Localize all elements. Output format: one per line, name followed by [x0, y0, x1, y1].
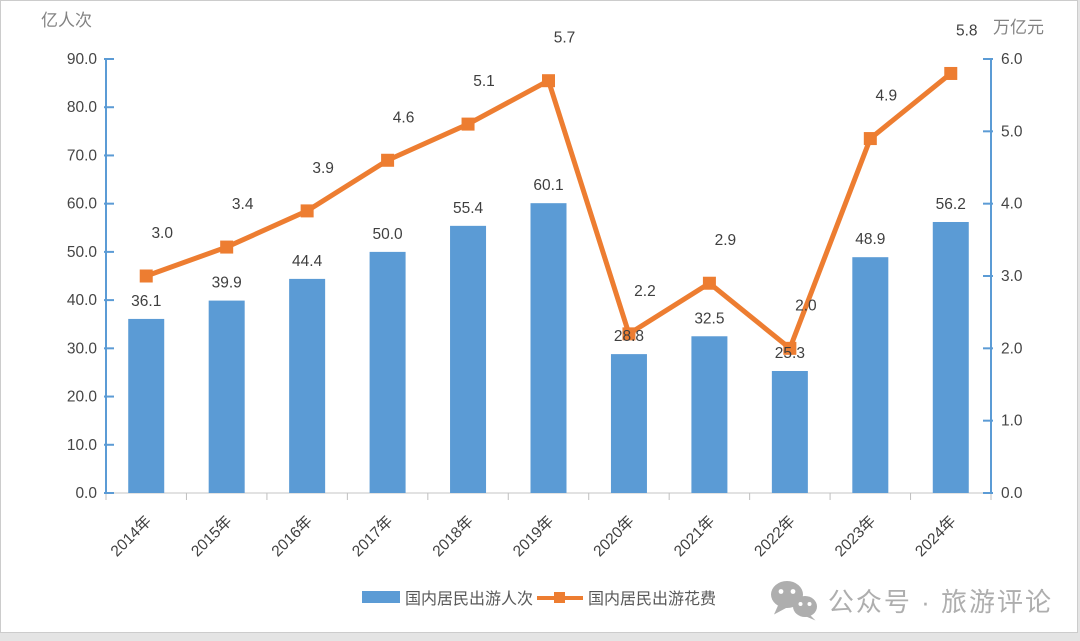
bar-2019年 — [530, 203, 567, 493]
x-axis-label-2024年: 2024年 — [912, 512, 960, 560]
bar-label-2017年: 50.0 — [373, 226, 404, 243]
line-label-2022年: 2.0 — [795, 297, 817, 314]
line-marker-2022年 — [783, 341, 797, 355]
left-axis-tick-label: 0.0 — [75, 485, 97, 502]
chart-legend: 国内居民出游人次 国内居民出游花费 — [1, 585, 1077, 609]
bar-label-2016年: 44.4 — [292, 253, 323, 270]
right-axis-tick-label: 1.0 — [1001, 413, 1023, 430]
right-axis-tick-label: 5.0 — [1001, 123, 1023, 140]
line-label-2014年: 3.0 — [151, 225, 173, 242]
x-axis-label-2015年: 2015年 — [187, 512, 235, 560]
right-axis-title: 万亿元 — [993, 18, 1044, 37]
line-marker-2023年 — [863, 132, 877, 146]
bar-2016年 — [289, 278, 326, 493]
x-axis-label-2022年: 2022年 — [751, 512, 799, 560]
line-marker-2017年 — [381, 153, 395, 167]
bar-label-2022年: 25.3 — [775, 345, 805, 362]
bar-2014年 — [128, 318, 165, 493]
bar-2018年 — [450, 225, 487, 494]
left-axis-tick-label: 20.0 — [67, 389, 98, 406]
bar-label-2015年: 39.9 — [212, 275, 242, 292]
wechat-icon — [770, 581, 817, 621]
bar-series-swatch — [361, 591, 400, 603]
line-marker-2018年 — [461, 117, 475, 131]
bar-label-2014年: 36.1 — [131, 293, 161, 310]
bar-2024年 — [932, 221, 969, 494]
watermark-text: 公众号 · 旅游评论 — [827, 586, 1053, 617]
right-axis-tick-label: 6.0 — [1001, 51, 1023, 68]
line-label-2016年: 3.9 — [312, 160, 334, 177]
x-axis-label-2017年: 2017年 — [348, 512, 396, 560]
legend-label-spending: 国内居民出游花费 — [588, 591, 717, 608]
left-axis-tick-label: 50.0 — [67, 244, 98, 261]
line-series-swatch — [537, 591, 583, 604]
line-label-2019年: 5.7 — [554, 30, 576, 47]
line-label-2023年: 4.9 — [876, 88, 898, 105]
x-axis-label-2023年: 2023年 — [831, 512, 879, 560]
x-axis-label-2018年: 2018年 — [429, 512, 477, 560]
right-axis-tick-label: 3.0 — [1001, 268, 1023, 285]
right-axis-tick-label: 4.0 — [1001, 196, 1023, 213]
line-label-2020年: 2.2 — [634, 283, 656, 300]
right-axis-tick-label: 2.0 — [1001, 340, 1023, 357]
line-marker-2015年 — [220, 240, 234, 254]
bar-2022年 — [771, 370, 808, 493]
left-axis-tick-label: 60.0 — [67, 196, 98, 213]
bar-label-2024年: 56.2 — [936, 196, 966, 213]
legend-label-trips: 国内居民出游人次 — [404, 591, 533, 608]
line-marker-2020年 — [622, 327, 636, 341]
bar-label-2021年: 32.5 — [694, 310, 724, 327]
x-axis-label-2020年: 2020年 — [590, 512, 638, 560]
line-label-2024年: 5.8 — [956, 22, 978, 39]
left-axis-tick-label: 40.0 — [67, 292, 98, 309]
line-label-2015年: 3.4 — [232, 196, 254, 213]
legend-item-spending: 国内居民出游花费 — [537, 585, 716, 609]
bar-2020年 — [610, 354, 647, 493]
bar-label-2019年: 60.1 — [533, 177, 563, 194]
line-marker-2021年 — [702, 276, 716, 290]
line-marker-2019年 — [542, 74, 555, 88]
line-swatch-marker — [554, 591, 565, 603]
line-marker-2016年 — [300, 204, 314, 218]
left-axis-tick-label: 10.0 — [67, 437, 98, 454]
left-axis-tick-label: 70.0 — [67, 147, 98, 164]
line-label-2018年: 5.1 — [473, 73, 495, 90]
combo-chart: 亿人次 万亿元 0.0 10.0 20.0 30.0 40.0 50.0 60.0 70.0 8… — [41, 11, 1044, 560]
left-axis-tick-label: 30.0 — [67, 340, 98, 357]
bar-2015年 — [208, 300, 245, 493]
legend-item-trips: 国内居民出游人次 — [361, 585, 533, 609]
x-axis-label-2016年: 2016年 — [268, 512, 316, 560]
x-axis-label-2021年: 2021年 — [670, 512, 718, 560]
left-axis-tick-label: 90.0 — [67, 51, 98, 68]
bar-2021年 — [691, 336, 728, 493]
bar-label-2020年: 28.8 — [614, 328, 644, 345]
line-label-2021年: 2.9 — [715, 232, 737, 249]
bar-label-2018年: 55.4 — [453, 200, 484, 217]
line-marker-2014年 — [139, 269, 153, 283]
x-axis-label-2019年: 2019年 — [509, 512, 557, 560]
x-axis-label-2014年: 2014年 — [107, 512, 155, 560]
line-marker-2024年 — [944, 66, 958, 80]
bar-2023年 — [852, 257, 889, 493]
left-axis-tick-label: 80.0 — [67, 99, 98, 116]
right-axis-tick-label: 0.0 — [1001, 485, 1023, 502]
bar-label-2023年: 48.9 — [855, 231, 885, 248]
line-label-2017年: 4.6 — [393, 109, 415, 126]
bar-2017年 — [369, 251, 406, 493]
watermark: 公众号 · 旅游评论 — [770, 579, 1053, 621]
left-axis-title: 亿人次 — [41, 11, 92, 30]
